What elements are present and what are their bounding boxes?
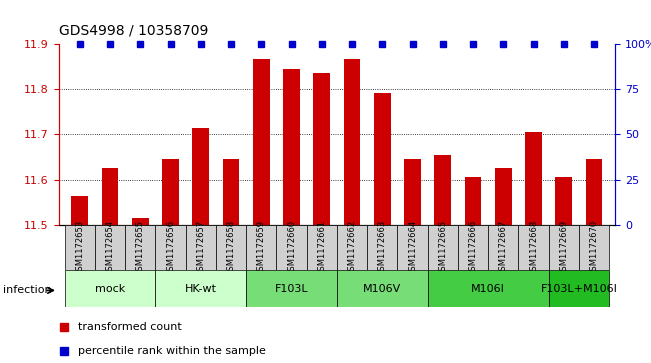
Bar <box>283 69 300 225</box>
Text: GSM1172662: GSM1172662 <box>348 220 357 276</box>
Bar <box>246 270 337 307</box>
Bar <box>404 159 421 225</box>
Bar <box>253 60 270 225</box>
Text: GSM1172668: GSM1172668 <box>529 220 538 276</box>
Bar <box>344 60 361 225</box>
Text: GSM1172658: GSM1172658 <box>227 220 236 276</box>
Bar <box>549 270 609 307</box>
Text: GSM1172669: GSM1172669 <box>559 220 568 276</box>
Bar <box>64 225 95 270</box>
Bar <box>428 270 549 307</box>
Bar <box>434 155 451 225</box>
Text: GSM1172661: GSM1172661 <box>317 220 326 276</box>
Bar <box>586 159 602 225</box>
Bar <box>465 178 481 225</box>
Text: F103L+M106I: F103L+M106I <box>540 284 617 294</box>
Text: GSM1172663: GSM1172663 <box>378 220 387 276</box>
Bar <box>374 94 391 225</box>
Bar <box>102 168 118 225</box>
Bar <box>246 225 277 270</box>
Text: GSM1172659: GSM1172659 <box>256 220 266 276</box>
Text: GSM1172654: GSM1172654 <box>105 220 115 276</box>
Text: GSM1172657: GSM1172657 <box>196 220 205 276</box>
Text: M106V: M106V <box>363 284 402 294</box>
Bar <box>458 225 488 270</box>
Bar <box>555 178 572 225</box>
Bar <box>193 127 209 225</box>
Text: GSM1172664: GSM1172664 <box>408 220 417 276</box>
Bar <box>518 225 549 270</box>
Bar <box>428 225 458 270</box>
Bar <box>307 225 337 270</box>
Bar <box>579 225 609 270</box>
Bar <box>156 270 246 307</box>
Text: GSM1172665: GSM1172665 <box>438 220 447 276</box>
Bar <box>64 270 156 307</box>
Text: GSM1172660: GSM1172660 <box>287 220 296 276</box>
Bar <box>277 225 307 270</box>
Bar <box>313 73 330 225</box>
Text: mock: mock <box>95 284 125 294</box>
Bar <box>186 225 216 270</box>
Bar <box>132 218 148 225</box>
Text: GSM1172667: GSM1172667 <box>499 220 508 276</box>
Bar <box>223 159 240 225</box>
Text: GDS4998 / 10358709: GDS4998 / 10358709 <box>59 24 208 38</box>
Text: GSM1172666: GSM1172666 <box>469 220 478 276</box>
Text: M106I: M106I <box>471 284 505 294</box>
Text: infection: infection <box>3 285 52 295</box>
Bar <box>125 225 156 270</box>
Text: GSM1172670: GSM1172670 <box>590 220 598 276</box>
Bar <box>95 225 125 270</box>
Text: GSM1172656: GSM1172656 <box>166 220 175 276</box>
Bar <box>162 159 179 225</box>
Bar <box>525 132 542 225</box>
Bar <box>156 225 186 270</box>
Bar <box>549 225 579 270</box>
Bar <box>337 225 367 270</box>
Text: GSM1172655: GSM1172655 <box>136 220 145 276</box>
Bar <box>72 196 88 225</box>
Text: F103L: F103L <box>275 284 309 294</box>
Bar <box>495 168 512 225</box>
Bar <box>367 225 397 270</box>
Bar <box>337 270 428 307</box>
Text: percentile rank within the sample: percentile rank within the sample <box>78 346 266 356</box>
Text: transformed count: transformed count <box>78 322 182 332</box>
Bar <box>488 225 518 270</box>
Bar <box>397 225 428 270</box>
Bar <box>216 225 246 270</box>
Text: HK-wt: HK-wt <box>185 284 217 294</box>
Text: GSM1172653: GSM1172653 <box>76 220 84 276</box>
